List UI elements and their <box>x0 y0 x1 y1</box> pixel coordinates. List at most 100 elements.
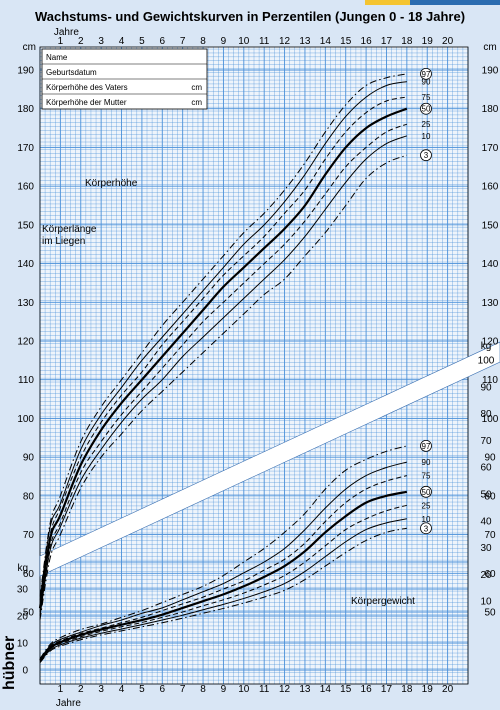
height-curve-p75 <box>39 96 407 605</box>
x-tick-label-bottom: 3 <box>98 684 104 695</box>
right-kg-tick-label: 60 <box>480 463 492 474</box>
right-kg-tick-label: 70 <box>480 436 492 447</box>
x-tick-label-top: 14 <box>320 36 332 47</box>
right-tick-label: 150 <box>482 220 499 231</box>
diagonal-band <box>39 341 500 577</box>
form-row-label: Name <box>46 53 68 62</box>
diagonal-band-shape <box>39 341 500 577</box>
x-tick-label-top: 9 <box>221 36 227 47</box>
left-tick-label: 120 <box>17 337 34 348</box>
right-kg-tick-label: 90 <box>480 382 492 393</box>
inner-kg-tick-label: 10 <box>17 639 29 650</box>
form-row-unit: cm <box>191 83 202 92</box>
right-kg-tick-label: 20 <box>480 570 492 581</box>
left-tick-label: 70 <box>23 530 35 541</box>
height-percentile-label-p75: 75 <box>422 93 431 102</box>
height-label-circle-p3 <box>420 149 432 162</box>
x-tick-label-bottom: 12 <box>279 684 291 695</box>
weight-curve-p90 <box>39 461 407 660</box>
height-percentile-label-p3: 3 <box>424 151 429 160</box>
x-tick-label-bottom: 6 <box>160 684 166 695</box>
right-kg-tick-label: 100 <box>478 356 495 367</box>
x-tick-label-bottom: 17 <box>381 684 393 695</box>
height-percentile-label-p10: 10 <box>422 132 431 141</box>
x-tick-label-bottom: 20 <box>442 684 454 695</box>
form-row-label: Körperhöhe des Vaters <box>46 83 128 92</box>
x-tick-label-bottom: 16 <box>361 684 373 695</box>
weight-percentile-label-p10: 10 <box>422 515 431 524</box>
height-curve-p25 <box>39 123 408 613</box>
annotation-height: Körperhöhe <box>85 178 138 189</box>
left-axis-unit: cm <box>23 42 36 53</box>
x-tick-label-top: 20 <box>442 36 454 47</box>
x-tick-label-top: 13 <box>299 36 311 47</box>
chart-axes: 1122334455667788991010111112121313141415… <box>17 27 499 709</box>
percentile-curves <box>38 73 408 664</box>
top-bar-yellow <box>365 0 410 5</box>
x-tick-label-bottom: 4 <box>119 684 125 695</box>
height-percentile-label-p97: 97 <box>422 70 431 79</box>
x-tick-label-top: 3 <box>98 36 104 47</box>
x-tick-label-bottom: 7 <box>180 684 186 695</box>
right-kg-tick-label: 10 <box>480 597 492 608</box>
right-kg-tick-label: 80 <box>480 409 492 420</box>
x-tick-label-bottom: 10 <box>238 684 250 695</box>
left-tick-label: 190 <box>17 66 34 77</box>
inner-kg-unit: kg <box>17 563 28 574</box>
x-axis-label-bottom: Jahre <box>56 698 81 709</box>
height-label-circle-p97 <box>420 67 432 80</box>
x-tick-label-top: 2 <box>78 36 84 47</box>
form-row-label: Geburtsdatum <box>46 68 97 77</box>
weight-percentile-label-p3: 3 <box>424 524 429 533</box>
right-tick-label: 70 <box>484 530 496 541</box>
height-percentile-label-p50: 50 <box>422 105 431 114</box>
annotation-length-line1: Körperlänge <box>42 224 97 235</box>
x-tick-label-bottom: 9 <box>221 684 227 695</box>
height-percentile-label-p25: 25 <box>422 120 431 129</box>
right-tick-label: 180 <box>482 104 499 115</box>
form-row-label: Körperhöhe der Mutter <box>46 98 127 107</box>
right-tick-label: 160 <box>482 182 499 193</box>
inner-kg-tick-label: 20 <box>17 612 29 623</box>
x-tick-label-top: 5 <box>139 36 145 47</box>
x-tick-label-bottom: 2 <box>78 684 84 695</box>
right-tick-label: 100 <box>482 414 499 425</box>
left-tick-label: 150 <box>17 220 34 231</box>
right-tick-label: 140 <box>482 259 499 270</box>
weight-curve-p97 <box>39 445 407 659</box>
right-kg-tick-label: 30 <box>480 543 492 554</box>
right-tick-label: 110 <box>482 375 498 386</box>
patient-info-form: Name Geburtsdatum Körperhöhe des Vaters cm K… <box>41 48 208 110</box>
left-tick-label: 60 <box>23 569 35 580</box>
x-tick-label-top: 17 <box>381 36 393 47</box>
publisher-logo: hübner <box>1 636 18 690</box>
right-tick-label: 120 <box>482 337 499 348</box>
x-tick-label-top: 8 <box>200 36 206 47</box>
height-curve-p50 <box>38 107 408 609</box>
left-tick-label: 140 <box>17 259 34 270</box>
right-axis-unit: cm <box>483 42 496 53</box>
weight-curve-p10 <box>39 518 407 663</box>
inner-kg-tick-label: 30 <box>17 585 29 596</box>
x-tick-label-bottom: 18 <box>401 684 413 695</box>
left-tick-label: 80 <box>23 491 35 502</box>
left-tick-label: 90 <box>23 453 35 464</box>
left-tick-label: 50 <box>23 608 35 619</box>
x-axis-label-top: Jahre <box>54 27 79 38</box>
x-tick-label-bottom: 1 <box>58 684 64 695</box>
x-tick-label-top: 6 <box>160 36 166 47</box>
weight-percentile-label-p90: 90 <box>422 458 431 467</box>
page-title: Wachstums- und Gewichtskurven in Perzent… <box>34 9 466 24</box>
height-curve-p97 <box>39 73 407 597</box>
weight-label-circle-p3 <box>420 522 432 535</box>
left-tick-label: 130 <box>17 298 34 309</box>
right-kg-unit: kg <box>481 341 492 352</box>
x-tick-label-top: 4 <box>119 36 125 47</box>
x-tick-label-bottom: 14 <box>320 684 332 695</box>
chart-grid <box>39 46 469 685</box>
height-curve-p90 <box>39 81 407 601</box>
right-tick-label: 170 <box>482 143 499 154</box>
x-tick-label-bottom: 13 <box>299 684 311 695</box>
